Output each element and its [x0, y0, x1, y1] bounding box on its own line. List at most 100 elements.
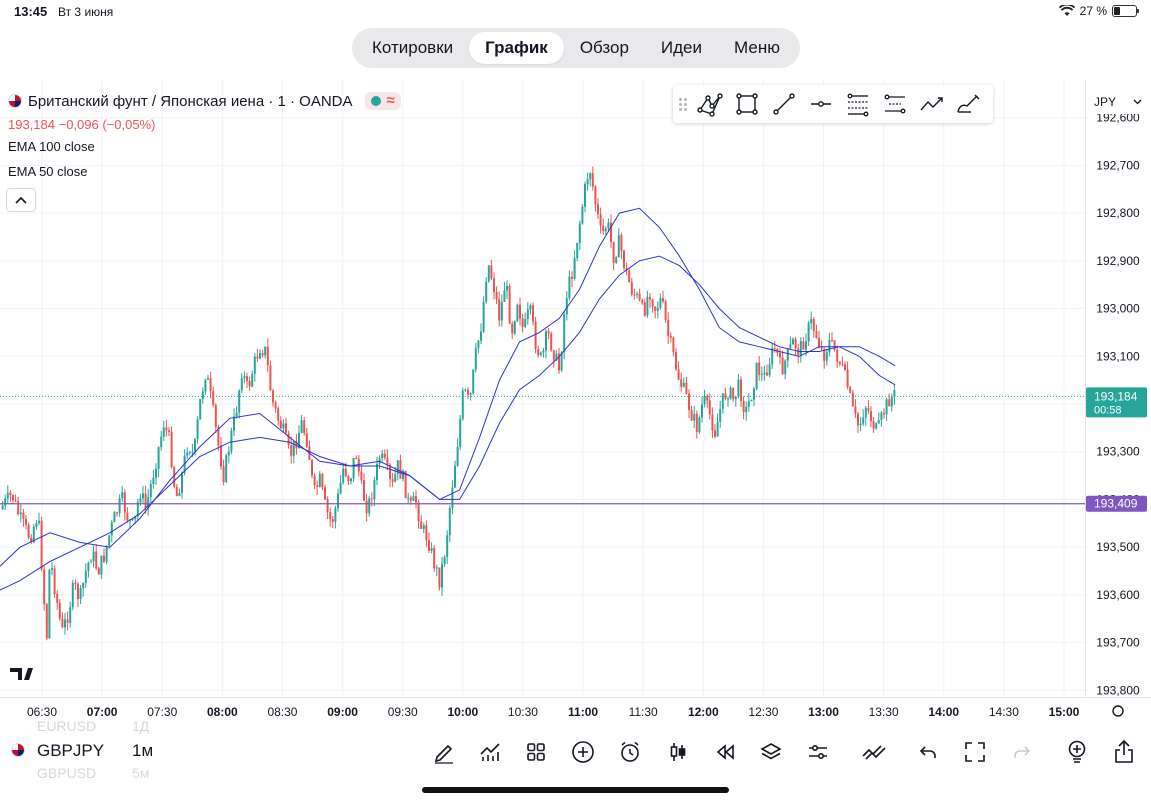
add-icon[interactable]: [569, 738, 597, 766]
undo-icon[interactable]: [914, 738, 942, 766]
time-tick-label: 11:30: [629, 705, 658, 719]
time-tick-label: 14:30: [989, 705, 1019, 719]
candle-body: [831, 339, 833, 341]
chevron-down-icon: [1133, 99, 1142, 105]
candle-body: [399, 460, 402, 479]
tab-overview[interactable]: Обзор: [579, 38, 629, 57]
candle-body: [43, 569, 46, 605]
candle-body: [66, 619, 69, 623]
candle-body: [750, 399, 753, 402]
symbol-picker[interactable]: GBPJPY: [37, 741, 105, 760]
candle-body: [521, 318, 524, 327]
candle-body: [693, 413, 696, 421]
candle-body: [888, 399, 891, 407]
candle-body: [168, 430, 170, 432]
candle-body: [103, 555, 105, 562]
candle-body: [365, 500, 368, 514]
layers-icon[interactable]: [757, 738, 785, 766]
candle-body: [331, 519, 334, 522]
brush-tool-icon[interactable]: [950, 85, 987, 123]
currency-select[interactable]: JPY: [1088, 90, 1146, 114]
candle-body: [721, 393, 724, 409]
candle-body: [285, 423, 287, 434]
candle-body: [862, 417, 865, 424]
time-tick-label: 06:30: [27, 705, 57, 719]
candle-body: [469, 393, 472, 395]
tab-menu[interactable]: Меню: [734, 38, 780, 57]
candle-body: [846, 369, 849, 388]
candle-body: [802, 341, 805, 350]
path-tool-icon[interactable]: [913, 85, 950, 123]
rectangle-tool-icon[interactable]: [728, 85, 765, 123]
candle-body: [672, 337, 675, 353]
candle-body: [649, 297, 651, 300]
parallel-channel-icon[interactable]: [876, 85, 913, 123]
candle-body: [253, 356, 256, 374]
candle-body: [318, 473, 321, 487]
tab-quotes[interactable]: Котировки: [372, 38, 454, 57]
candle-body: [165, 427, 168, 431]
share-icon[interactable]: [1110, 738, 1138, 766]
trend-line-icon[interactable]: [765, 85, 802, 123]
candle-style-icon[interactable]: [664, 738, 692, 766]
candle-body: [292, 441, 295, 456]
candle-body: [235, 412, 238, 417]
tab-chart[interactable]: График: [469, 32, 564, 64]
candle-body: [144, 493, 147, 509]
fib-retracement-icon[interactable]: [839, 85, 876, 123]
time-tick-label: 07:00: [87, 705, 118, 719]
candle-body: [883, 412, 885, 415]
legend-ema-50[interactable]: EMA 50 close: [8, 164, 88, 179]
candle-body: [591, 173, 594, 187]
replay-icon[interactable]: [710, 738, 738, 766]
candle-body: [560, 352, 563, 371]
candle-body: [711, 414, 714, 431]
candle-body: [32, 526, 35, 543]
candle-body: [435, 567, 438, 569]
price-chart[interactable]: 192,600 192,700 192,800 192,900 193,000 193,1…: [0, 80, 1151, 720]
candle-body: [607, 222, 610, 229]
candle-body: [360, 471, 363, 481]
candle-body: [243, 376, 246, 379]
pencil-icon[interactable]: [430, 738, 458, 766]
horizontal-ray-icon[interactable]: [802, 85, 839, 123]
interval-picker[interactable]: 1м: [132, 741, 154, 760]
legend-collapse-button[interactable]: [6, 188, 36, 212]
drag-handle-icon[interactable]: [679, 94, 689, 114]
candle-body: [443, 557, 446, 565]
candle-body: [191, 451, 194, 453]
candle-body: [599, 214, 602, 226]
layouts-icon[interactable]: [522, 738, 550, 766]
candle-body: [641, 300, 644, 303]
candle-body: [841, 363, 844, 365]
candle-body: [339, 482, 342, 494]
tab-ideas[interactable]: Идеи: [660, 38, 703, 57]
candle-body: [17, 501, 20, 515]
pattern-tool-icon[interactable]: [691, 85, 728, 123]
market-status-badge[interactable]: ≈: [364, 92, 401, 110]
top-nav: Котировки График Обзор Идеи Меню: [352, 28, 800, 68]
candle-body: [529, 305, 532, 310]
legend-ema-100[interactable]: EMA 100 close: [8, 139, 95, 154]
candle-body: [573, 258, 576, 279]
symbol-title[interactable]: Британский фунт / Японская иена · 1 · OA…: [28, 92, 353, 110]
candle-body: [363, 480, 365, 501]
candle-body: [773, 348, 776, 350]
candle-body: [643, 302, 646, 316]
fullscreen-icon[interactable]: [961, 738, 989, 766]
candle-body: [157, 447, 160, 469]
compare-icon[interactable]: [860, 738, 888, 766]
candle-body: [786, 348, 789, 361]
candle-body: [589, 173, 592, 180]
candle-body: [558, 353, 560, 371]
settings-sliders-icon[interactable]: [804, 738, 832, 766]
ideas-bulb-icon[interactable]: [1063, 738, 1091, 766]
candle-body: [376, 463, 378, 481]
candle-body: [792, 339, 794, 345]
candle-body: [849, 387, 852, 393]
candle-body: [381, 453, 384, 459]
indicators-icon[interactable]: [476, 738, 504, 766]
candle-body: [877, 420, 880, 424]
alert-clock-icon[interactable]: [616, 738, 644, 766]
axis-settings-icon[interactable]: [1112, 705, 1124, 717]
